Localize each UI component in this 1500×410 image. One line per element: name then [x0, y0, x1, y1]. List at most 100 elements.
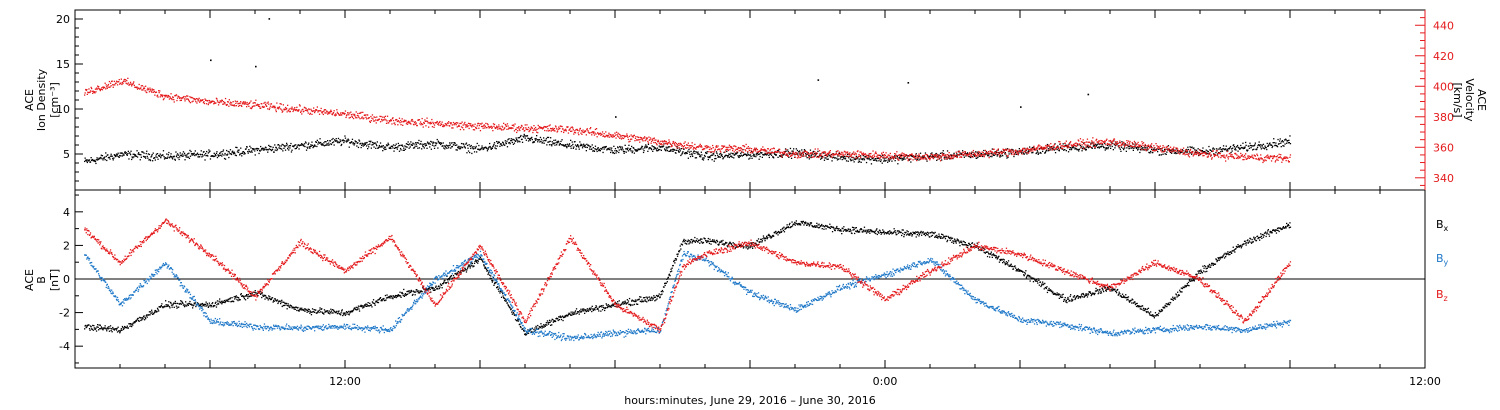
b-x-point	[161, 303, 163, 305]
ion-density-point	[85, 159, 87, 162]
velocity-point	[84, 92, 86, 94]
velocity-point	[251, 105, 254, 108]
velocity-point	[171, 98, 173, 101]
ion-density-point	[644, 145, 646, 148]
ion-density-point	[223, 157, 226, 160]
b-x-point	[255, 292, 257, 294]
velocity-point	[554, 125, 557, 127]
velocity-point	[1243, 158, 1245, 161]
b-x-point	[214, 304, 216, 307]
velocity-point	[715, 146, 717, 148]
ion-density-point	[143, 152, 145, 154]
ion-density-point	[152, 152, 154, 154]
velocity-point	[552, 129, 554, 131]
ion-density-point	[496, 140, 498, 143]
ion-density-point	[151, 154, 153, 156]
velocity-point	[942, 154, 944, 156]
ion-density-point	[84, 160, 86, 163]
velocity-point	[617, 132, 619, 134]
ion-density-point	[669, 149, 672, 152]
velocity-point	[1066, 145, 1068, 147]
top-left-ytick-label: 10	[56, 103, 70, 116]
ion-density-point	[1262, 147, 1264, 149]
ion-density-point	[308, 142, 310, 144]
velocity-point	[349, 112, 351, 114]
ion-density-point	[443, 145, 445, 147]
velocity-point	[1026, 147, 1029, 149]
velocity-point	[349, 116, 351, 119]
velocity-point	[1172, 150, 1174, 152]
ion-density-point	[813, 150, 815, 153]
ion-density-point	[1280, 146, 1282, 148]
ion-density-point	[898, 156, 901, 158]
velocity-point	[1058, 140, 1060, 143]
ion-density-point	[1276, 146, 1279, 148]
velocity-point	[516, 131, 518, 134]
velocity-point	[812, 156, 814, 158]
ion-density-point	[746, 154, 748, 156]
ion-density-point	[302, 144, 304, 146]
ion-density-point	[358, 139, 360, 141]
ion-density-point	[997, 154, 999, 156]
ion-density-point	[861, 158, 863, 160]
velocity-point	[656, 144, 658, 146]
velocity-point	[921, 157, 923, 159]
ion-density-point	[956, 153, 958, 155]
ion-density-point	[626, 148, 628, 151]
ion-density-point	[914, 158, 916, 160]
ion-density-point	[1007, 156, 1009, 158]
ion-density-point	[1047, 148, 1050, 150]
ion-density-point	[314, 144, 316, 146]
ion-density-point	[918, 159, 920, 161]
velocity-point	[486, 123, 489, 125]
b-x-point	[129, 323, 132, 325]
velocity-point	[524, 129, 526, 132]
ion-density-point	[155, 155, 157, 157]
velocity-point	[1077, 143, 1079, 145]
velocity-point	[303, 110, 305, 112]
velocity-point	[385, 119, 387, 121]
b-x-point	[207, 304, 209, 306]
velocity-point	[1257, 158, 1259, 161]
ion-density-point	[817, 79, 820, 81]
ion-density-point	[688, 148, 690, 151]
ion-density-point	[465, 142, 468, 144]
ion-density-point	[548, 144, 551, 146]
velocity-point	[649, 137, 652, 139]
velocity-point	[912, 159, 914, 161]
ion-density-point	[646, 145, 648, 147]
b-x-point	[209, 304, 212, 306]
b-x-point	[187, 304, 189, 306]
ion-density-point	[829, 154, 831, 157]
ion-density-point	[368, 140, 370, 142]
ion-density-point	[1231, 148, 1233, 150]
velocity-point	[1063, 146, 1065, 148]
velocity-point	[371, 117, 373, 119]
b-x-point	[221, 303, 223, 305]
b-x-point	[185, 301, 187, 303]
ion-density-point	[809, 155, 811, 157]
velocity-point	[1193, 153, 1195, 155]
ion-density-point	[216, 156, 219, 159]
velocity-point	[314, 110, 316, 112]
velocity-point	[329, 112, 331, 114]
velocity-point	[361, 116, 363, 118]
velocity-point	[632, 136, 634, 138]
velocity-point	[515, 128, 517, 131]
ion-density-point	[1051, 147, 1053, 149]
ion-density-point	[1038, 152, 1040, 154]
ion-density-point	[889, 159, 891, 161]
b-x-point	[183, 306, 186, 308]
ion-density-point	[402, 149, 404, 151]
ion-density-point	[736, 152, 738, 154]
ion-density-point	[344, 137, 347, 139]
ion-density-point	[1267, 145, 1269, 147]
ion-density-point	[1245, 144, 1247, 146]
velocity-point	[638, 139, 640, 141]
velocity-point	[403, 119, 405, 121]
b-x-point	[145, 315, 147, 317]
ion-density-point	[426, 147, 428, 149]
velocity-point	[873, 154, 875, 156]
velocity-point	[670, 146, 672, 148]
velocity-point	[232, 104, 234, 106]
